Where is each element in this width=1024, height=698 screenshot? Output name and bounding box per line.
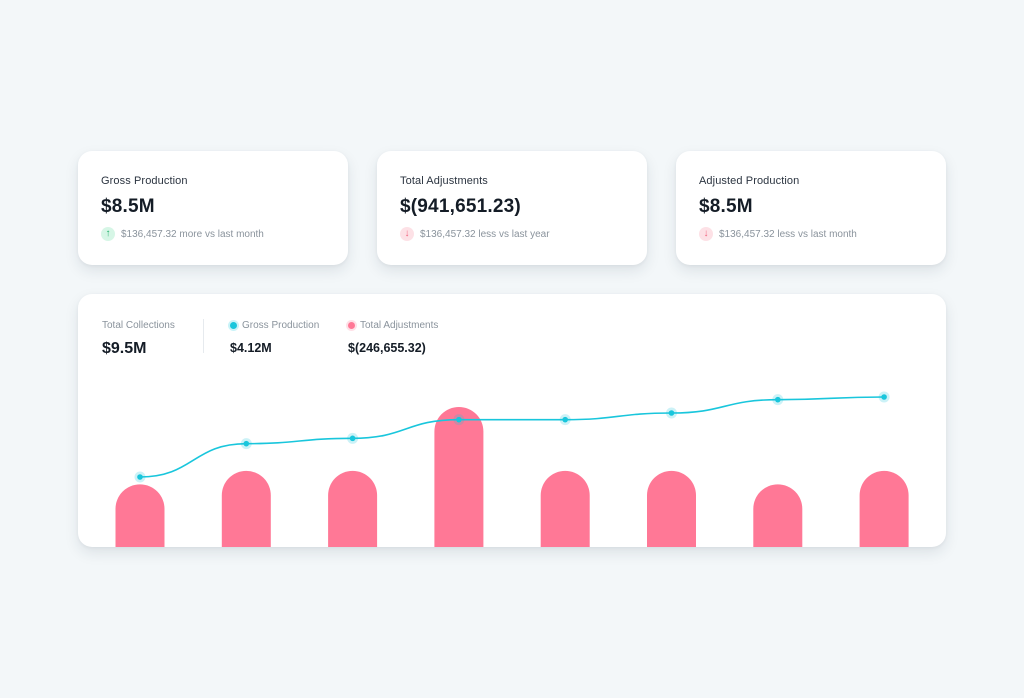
bar-total-adjustments	[221, 470, 271, 547]
legend-dot-icon	[348, 322, 355, 329]
point-gross-production[interactable]	[562, 416, 568, 423]
trend-text: $136,457.32 less vs last month	[719, 228, 857, 240]
arrow-up-icon: ↑	[101, 227, 115, 241]
bar-total-adjustments	[328, 470, 378, 547]
stat-label: Total Adjustments	[400, 175, 488, 187]
bar-total-adjustments	[115, 484, 165, 547]
point-gross-production[interactable]	[349, 435, 356, 442]
stat-value: $(941,651.23)	[400, 196, 521, 217]
arrow-down-icon: ↓	[400, 227, 414, 241]
point-gross-production[interactable]	[775, 396, 781, 403]
stat-value: $8.5M	[699, 196, 753, 217]
collections-chart-card: Total Collections $9.5M Gross Production…	[78, 294, 946, 547]
legend-dot-icon	[230, 322, 237, 329]
point-gross-production[interactable]	[881, 394, 887, 400]
bar-total-adjustments	[434, 407, 484, 547]
legend-label: Total Adjustments	[360, 320, 439, 331]
legend-label: Gross Production	[242, 320, 320, 331]
stat-card-adjusted-production: Adjusted Production $8.5M ↓ $136,457.32 …	[676, 151, 946, 265]
total-collections: Total Collections $9.5M	[102, 320, 175, 358]
trend-row: ↑ $136,457.32 more vs last month	[101, 227, 332, 241]
bar-total-adjustments	[647, 470, 696, 547]
stat-card-total-adjustments: Total Adjustments $(941,651.23) ↓ $136,4…	[377, 151, 647, 265]
bar-total-adjustments	[540, 470, 590, 547]
point-gross-production[interactable]	[668, 410, 675, 416]
stat-label: Gross Production	[101, 175, 188, 187]
line-gross-production	[139, 396, 885, 478]
point-gross-production[interactable]	[243, 440, 250, 447]
total-collections-value: $9.5M	[102, 340, 147, 357]
divider	[203, 319, 204, 353]
collections-chart	[115, 391, 909, 547]
stat-value: $8.5M	[101, 196, 155, 217]
stat-label: Adjusted Production	[699, 175, 800, 187]
total-collections-label: Total Collections	[102, 320, 175, 331]
trend-row: ↓ $136,457.32 less vs last month	[699, 227, 930, 241]
trend-text: $136,457.32 more vs last month	[121, 228, 264, 240]
legend-total-adjustments: Total Adjustments $(246,655.32)	[348, 320, 438, 355]
arrow-down-icon: ↓	[699, 227, 713, 241]
legend-gross-production: Gross Production $4.12M	[230, 320, 319, 355]
trend-text: $136,457.32 less vs last year	[420, 228, 550, 240]
point-gross-production[interactable]	[456, 416, 462, 423]
legend-value: $4.12M	[230, 341, 272, 355]
stat-card-gross-production: Gross Production $8.5M ↑ $136,457.32 mor…	[78, 151, 348, 265]
bar-total-adjustments	[753, 484, 803, 547]
point-gross-production[interactable]	[137, 474, 143, 480]
legend-value: $(246,655.32)	[348, 341, 426, 355]
trend-row: ↓ $136,457.32 less vs last year	[400, 227, 631, 241]
bar-total-adjustments	[859, 470, 909, 547]
